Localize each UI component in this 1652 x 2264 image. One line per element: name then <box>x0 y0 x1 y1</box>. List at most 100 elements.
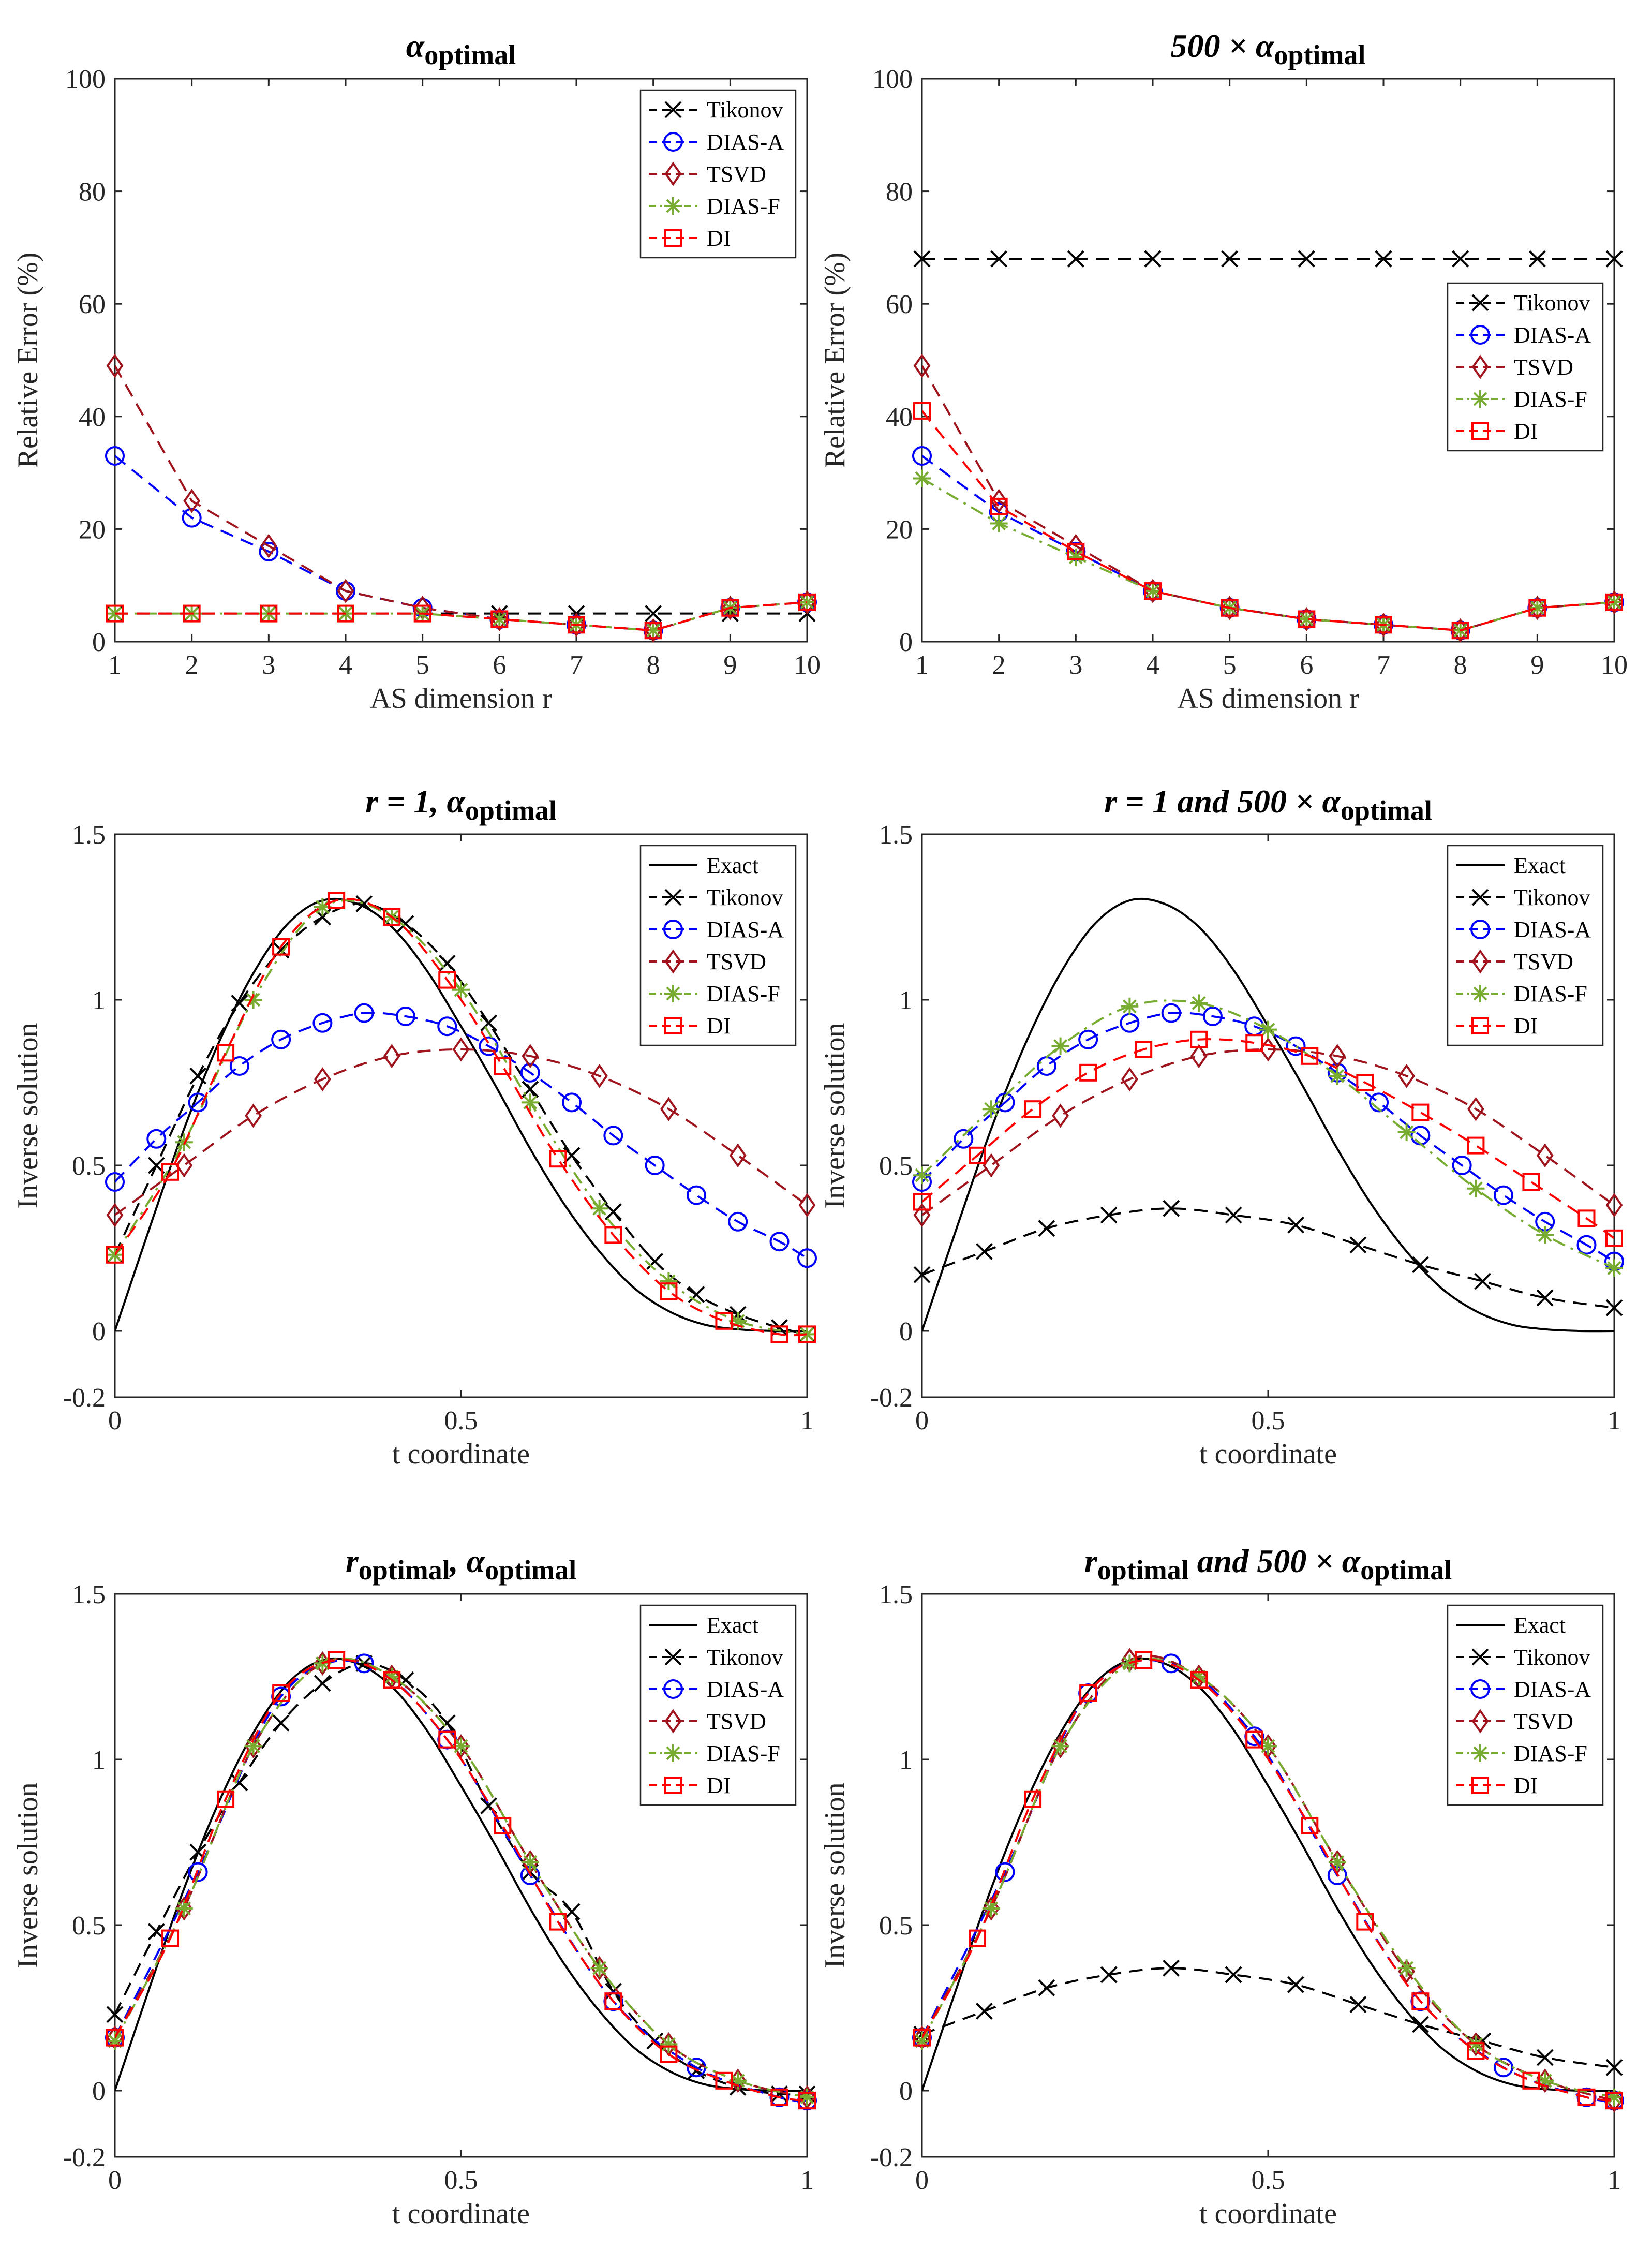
data-point-tikonov <box>1605 2059 1623 2076</box>
data-point-dias-a <box>995 1862 1015 1882</box>
chart-title-2: 500 × αoptimal <box>1171 27 1366 70</box>
data-point-di <box>106 2029 124 2047</box>
series-di <box>106 892 816 1343</box>
y-tick-label: 0.5 <box>879 1151 913 1181</box>
x-tick-label: 4 <box>339 650 352 680</box>
legend-marker-tsvd <box>1471 949 1489 974</box>
data-point-tikonov <box>272 1714 290 1732</box>
data-point-dias-f <box>1536 2071 1554 2090</box>
y-tick-label: 1 <box>899 1745 913 1775</box>
data-point-di <box>1375 616 1392 634</box>
data-point-dias-a <box>1078 1029 1098 1049</box>
legend-label-tsvd: TSVD <box>1514 949 1573 974</box>
series-dias-f <box>913 994 1623 1277</box>
data-point-tsvd <box>591 1063 608 1088</box>
data-point-di <box>604 1992 622 2010</box>
x-axis-label: AS dimension r <box>370 683 552 715</box>
data-point-di <box>438 1730 456 1749</box>
x-tick-label: 0 <box>915 1406 929 1436</box>
data-point-di <box>913 2029 931 2047</box>
data-point-di <box>798 593 816 611</box>
data-point-di <box>1577 2088 1596 2106</box>
data-point-dias-a <box>1161 1653 1181 1674</box>
legend-label-dias-f: DIAS-F <box>707 1741 780 1766</box>
data-point-dias-a <box>105 446 125 466</box>
data-point-dias-f <box>913 1166 931 1185</box>
legend-marker-tikonov <box>664 1648 682 1666</box>
title-text: r = 1 and 500 × α <box>1104 783 1341 820</box>
data-point-tikonov <box>1411 2016 1429 2033</box>
series-line-dias-a <box>115 455 807 632</box>
data-point-tikonov <box>1452 250 1469 268</box>
legend-label-tikonov: Tikonov <box>1514 885 1590 910</box>
data-point-di <box>1467 1136 1485 1155</box>
series-di <box>913 402 1623 640</box>
legend-label-dias-a: DIAS-A <box>707 1677 784 1702</box>
data-point-di <box>1079 1063 1097 1082</box>
legend-label-exact: Exact <box>1514 1612 1566 1638</box>
legend-label-di: DI <box>707 1013 731 1039</box>
data-point-di <box>1024 1100 1042 1118</box>
x-tick-label: 2 <box>992 650 1006 680</box>
data-point-di <box>1144 582 1162 600</box>
y-tick-label: 100 <box>872 65 913 94</box>
data-point-dias-a <box>354 1653 374 1674</box>
legend-label-dias-a: DIAS-A <box>1514 1677 1591 1702</box>
chart-title-5: roptimal, αoptimal <box>346 1543 576 1586</box>
x-tick-label: 1 <box>108 650 122 680</box>
data-point-di <box>106 604 124 623</box>
y-tick-label: -0.2 <box>63 2143 106 2172</box>
data-point-dias-a <box>995 1092 1015 1113</box>
data-point-dias-a <box>188 1862 208 1882</box>
data-point-di <box>1135 1651 1153 1669</box>
data-point-dias-a <box>769 1232 790 1252</box>
series-tikonov <box>913 1959 1623 2076</box>
data-point-dias-f <box>383 1668 401 1685</box>
data-point-tsvd <box>1329 1044 1346 1069</box>
data-point-di <box>494 1057 512 1075</box>
x-tick-label: 9 <box>1530 650 1544 680</box>
legend-label-di: DI <box>1514 1773 1538 1798</box>
y-tick-label: -0.2 <box>870 1383 913 1413</box>
data-point-dias-a <box>479 1036 499 1056</box>
data-point-di <box>272 938 290 956</box>
series-line-di <box>115 898 807 1337</box>
data-point-tsvd <box>522 1044 539 1069</box>
x-tick-label: 3 <box>262 650 275 680</box>
data-point-di <box>1467 2042 1485 2060</box>
legend-label-tikonov: Tikonov <box>707 97 783 123</box>
data-point-di <box>494 1817 512 1834</box>
series-line-di <box>922 410 1614 632</box>
data-point-tikonov <box>231 1774 248 1792</box>
data-point-dias-f <box>106 2032 124 2050</box>
legend-label-tikonov: Tikonov <box>707 1645 783 1670</box>
legend-label-dias-a: DIAS-A <box>1514 917 1591 942</box>
legend-label-tsvd: TSVD <box>707 949 766 974</box>
legend-marker-di <box>1471 1017 1489 1034</box>
data-point-di <box>217 1044 235 1062</box>
data-point-dias-f <box>1328 1067 1346 1085</box>
data-point-dias-a <box>188 1092 208 1113</box>
legend-marker-tikonov <box>1471 294 1489 312</box>
y-tick-label: 60 <box>886 290 913 319</box>
y-tick-label: 0 <box>92 1317 106 1346</box>
legend: Exact Tikonov DIAS-A TSVD DIAS-F DI <box>1447 1604 1604 1806</box>
legend-marker-dias-a <box>1470 920 1490 939</box>
title-subscript: optimal <box>465 795 557 826</box>
data-point-tikonov <box>189 1067 206 1085</box>
data-point-dias-f <box>590 1200 608 1218</box>
data-point-tikonov <box>1100 1206 1118 1224</box>
data-point-dias-a <box>686 1185 706 1205</box>
series-line-tikonov <box>922 1207 1614 1309</box>
legend-label-exact: Exact <box>707 1612 758 1638</box>
data-point-dias-a <box>1161 1003 1181 1023</box>
data-point-di <box>1356 1074 1374 1091</box>
series-exact <box>115 1657 807 2092</box>
legend-label-dias-a: DIAS-A <box>1514 322 1591 348</box>
legend-label-tikonov: Tikonov <box>1514 1645 1590 1670</box>
series-di <box>913 1651 1623 2110</box>
data-point-tsvd <box>183 489 201 513</box>
data-point-tikonov <box>106 2006 124 2023</box>
